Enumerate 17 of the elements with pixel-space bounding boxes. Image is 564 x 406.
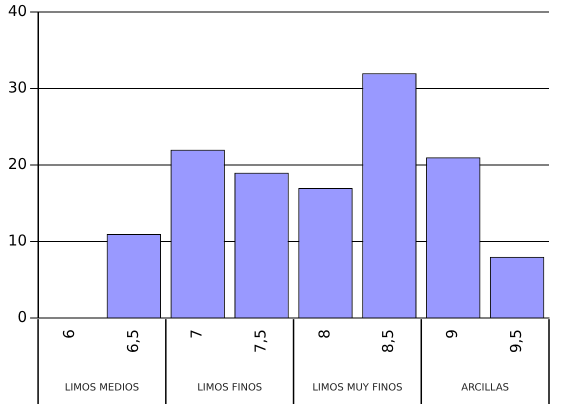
y-tick-label: 0 (18, 308, 28, 326)
y-tick-label: 30 (8, 78, 28, 96)
y-tick-label: 40 (8, 2, 28, 20)
x-tick-label: 8 (315, 329, 334, 339)
text: ARCILLAS (461, 382, 510, 394)
text: LIMOS MUY FINOS (312, 382, 402, 394)
x-tick-label: 9,5 (506, 329, 525, 354)
x-tick-label: 8,5 (379, 329, 398, 354)
text: LIMOS MEDIOS (64, 382, 140, 394)
text: LIMOS FINOS (197, 382, 262, 394)
x-tick-label: 7,5 (252, 329, 270, 354)
y-tick-label: 10 (8, 232, 28, 250)
x-tick-label: 7 (188, 329, 206, 339)
y-tick-label: 20 (8, 154, 28, 173)
x-tick-label: 6,5 (124, 329, 142, 354)
x-tick-label: 9 (443, 329, 462, 339)
x-tick-label: 6 (60, 329, 78, 339)
